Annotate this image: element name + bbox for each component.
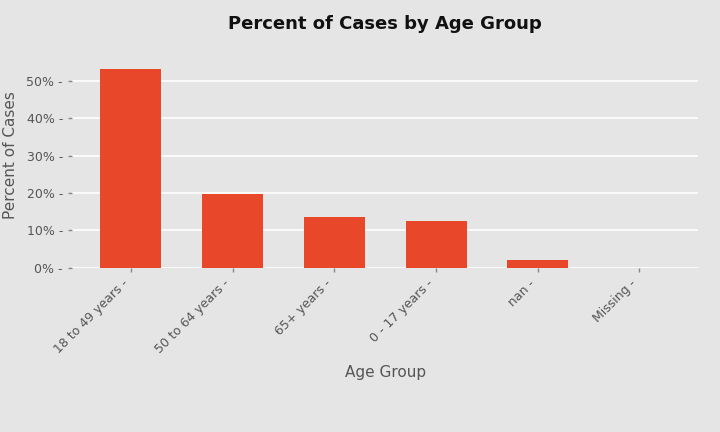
Bar — [101, 70, 161, 268]
X-axis label: Age Group: Age Group — [345, 365, 426, 380]
Bar — [304, 216, 365, 268]
Y-axis label: Percent of Cases: Percent of Cases — [3, 92, 18, 219]
Bar — [202, 194, 264, 268]
Bar — [405, 221, 467, 268]
Bar — [507, 260, 568, 268]
Title: Percent of Cases by Age Group: Percent of Cases by Age Group — [228, 15, 542, 33]
